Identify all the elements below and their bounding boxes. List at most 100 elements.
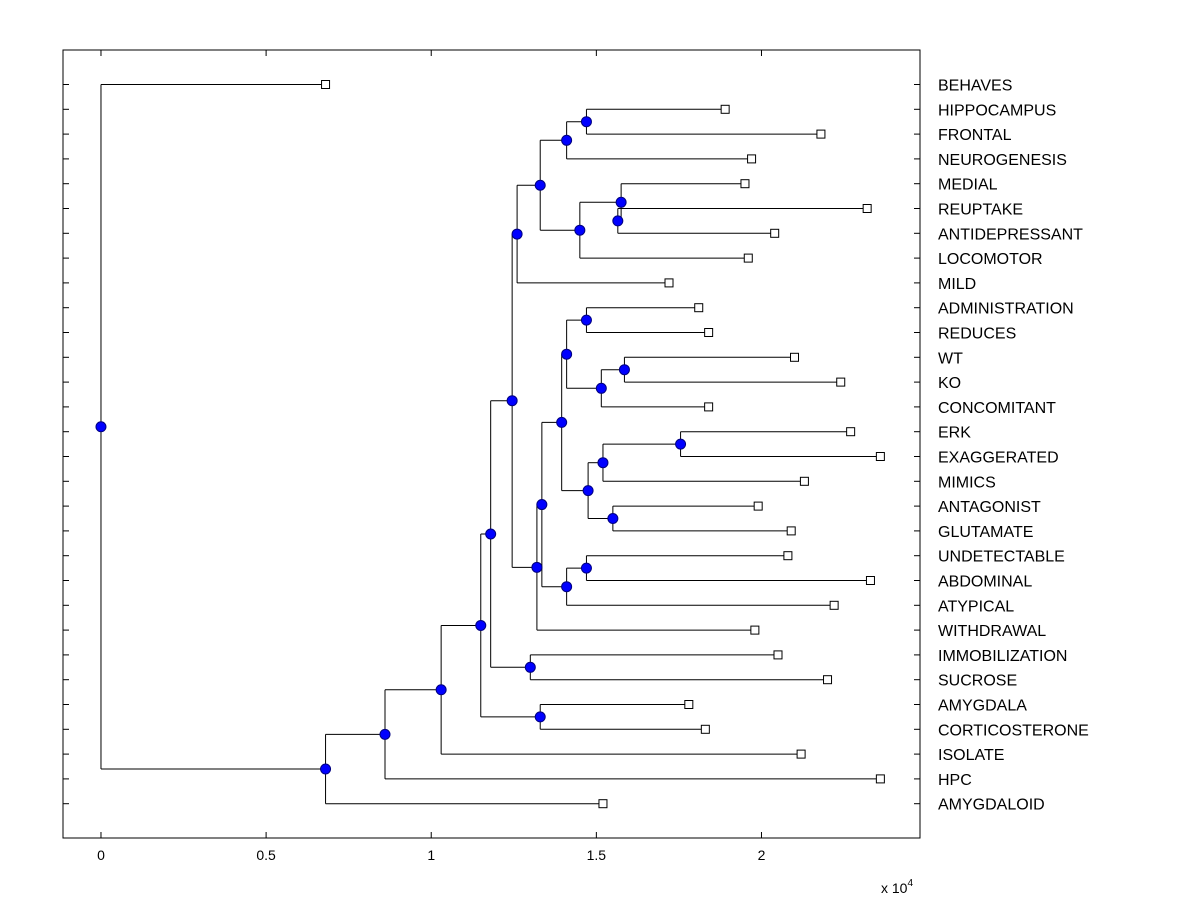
leaf-marker-exaggerated [875, 452, 885, 461]
leaf-label-immobilization: IMMOBILIZATION [938, 648, 1067, 665]
leaf-label-reuptake: REUPTAKE [938, 202, 1023, 219]
merge-node-n_top23 [506, 395, 518, 407]
x-tick-label-4: 2 [758, 847, 766, 863]
leaf-marker-ko [836, 377, 846, 387]
leaf-label-erk: ERK [938, 425, 971, 442]
leaf-marker-undetectable [783, 551, 793, 561]
leaf-marker-administration [694, 303, 704, 313]
merge-nodes [95, 116, 687, 775]
merge-node-n_wkc [595, 382, 607, 394]
leaf-marker-antidepressant [770, 228, 780, 238]
leaf-marker-wt [790, 352, 800, 362]
merge-node-n_top28 [435, 684, 447, 696]
leaf-label-undetectable: UNDETECTABLE [938, 549, 1065, 566]
leaf-marker-abdominal [865, 576, 875, 585]
leaf-label-amygdala: AMYGDALA [938, 698, 1027, 715]
merge-node-n_reu_ant [612, 215, 624, 227]
merge-node-n_medloc [574, 224, 586, 236]
leaf-label-reduces: REDUCES [938, 326, 1016, 343]
leaf-marker-neurogenesis [747, 154, 757, 164]
x-tick-label-2: 1 [427, 847, 435, 863]
merge-node-n_top27 [475, 619, 487, 631]
merge-node-n_hip_fro [580, 116, 592, 128]
leaf-marker-amygdaloid [598, 799, 608, 809]
merge-node-n_top30 [320, 763, 332, 775]
merge-node-n_eemag [582, 485, 594, 497]
leaf-label-withdrawal: WITHDRAWAL [938, 623, 1046, 640]
leaf-label-antagonist: ANTAGONIST [938, 499, 1041, 516]
leaf-marker-glutamate [786, 526, 796, 536]
merge-node-n_root [95, 421, 107, 433]
leaf-marker-behaves [321, 80, 331, 89]
merge-node-n_hfn [561, 134, 573, 146]
merge-node-n_top29 [379, 728, 391, 740]
axis-ticks [63, 50, 920, 838]
merge-node-n_adm_red [580, 314, 592, 326]
leaf-label-exaggerated: EXAGGERATED [938, 450, 1059, 467]
leaf-label-locomotor: LOCOMOTOR [938, 251, 1043, 268]
leaf-label-administration: ADMINISTRATION [938, 301, 1074, 318]
plot-frame [62, 49, 921, 839]
x-scale-exponent: 4 [907, 878, 913, 889]
leaf-label-concomitant: CONCOMITANT [938, 400, 1056, 417]
leaf-marker-antagonist [753, 501, 763, 511]
leaf-marker-corticosterone [700, 724, 710, 734]
leaf-label-abdominal: ABDOMINAL [938, 574, 1032, 591]
leaf-marker-hippocampus [720, 104, 730, 114]
leaf-label-frontal: FRONTAL [938, 127, 1012, 144]
merge-node-n_mid13 [536, 499, 548, 511]
merge-node-n_top9 [511, 228, 523, 240]
leaf-marker-isolate [796, 749, 806, 759]
leaf-label-hippocampus: HIPPOCAMPUS [938, 102, 1056, 119]
leaf-marker-withdrawal [750, 625, 760, 635]
leaf-marker-amygdala [684, 700, 694, 709]
merge-node-n_top25 [485, 528, 497, 540]
leaf-marker-atypical [829, 600, 839, 610]
merge-node-n_wt_ko [618, 364, 630, 376]
leaf-labels: BEHAVES HIPPOCAMPUS FRONTAL NEUROGENESIS MED… [938, 78, 1089, 814]
x-tick-labels: 0 0.5 1 1.5 2 [97, 847, 766, 863]
merge-node-n_top8 [534, 179, 546, 191]
leaf-label-isolate: ISOLATE [938, 747, 1004, 764]
leaf-marker-medial [740, 179, 750, 189]
merge-node-n_mid10 [556, 416, 568, 428]
leaf-marker-reduces [704, 328, 714, 337]
merge-node-n_arwkc [561, 348, 573, 360]
merge-node-n_amy_cor [534, 711, 546, 723]
merge-node-n_uaa [561, 581, 573, 593]
merge-node-n_mid14 [531, 561, 543, 573]
leaf-label-wt: WT [938, 350, 963, 367]
merge-node-n_erk_exa [675, 438, 687, 450]
leaf-label-amygdaloid: AMYGDALOID [938, 797, 1045, 814]
merge-node-n_ant_glu [607, 513, 619, 524]
leaf-label-atypical: ATYPICAL [938, 598, 1014, 615]
leaf-marker-mimics [799, 476, 809, 486]
leaf-marker-locomotor [743, 253, 753, 263]
x-tick-label-3: 1.5 [587, 847, 607, 863]
leaf-label-ko: KO [938, 375, 961, 392]
leaf-marker-concomitant [704, 402, 714, 412]
leaf-label-corticosterone: CORTICOSTERONE [938, 722, 1089, 739]
merge-node-n_imm_suc [524, 661, 536, 673]
leaf-label-neurogenesis: NEUROGENESIS [938, 152, 1067, 169]
leaf-label-mild: MILD [938, 276, 976, 293]
leaf-markers [321, 80, 885, 809]
x-tick-label-1: 0.5 [256, 847, 276, 863]
leaf-label-sucrose: SUCROSE [938, 673, 1017, 690]
leaf-marker-immobilization [773, 650, 783, 660]
leaf-marker-sucrose [823, 675, 833, 685]
leaf-label-antidepressant: ANTIDEPRESSANT [938, 226, 1083, 243]
leaf-label-behaves: BEHAVES [938, 78, 1012, 95]
leaf-marker-hpc [875, 774, 885, 784]
merge-node-n_med [615, 196, 627, 208]
leaf-label-glutamate: GLUTAMATE [938, 524, 1033, 541]
leaf-marker-mild [664, 278, 674, 288]
x-scale-prefix: x 10 [881, 880, 908, 896]
merge-node-n_eem [597, 457, 609, 469]
leaf-marker-erk [846, 427, 856, 437]
merge-node-n_und_abd [580, 562, 592, 574]
leaf-marker-reuptake [862, 204, 872, 213]
x-tick-label-0: 0 [97, 847, 105, 863]
x-scale-factor: x 104 [881, 878, 913, 896]
